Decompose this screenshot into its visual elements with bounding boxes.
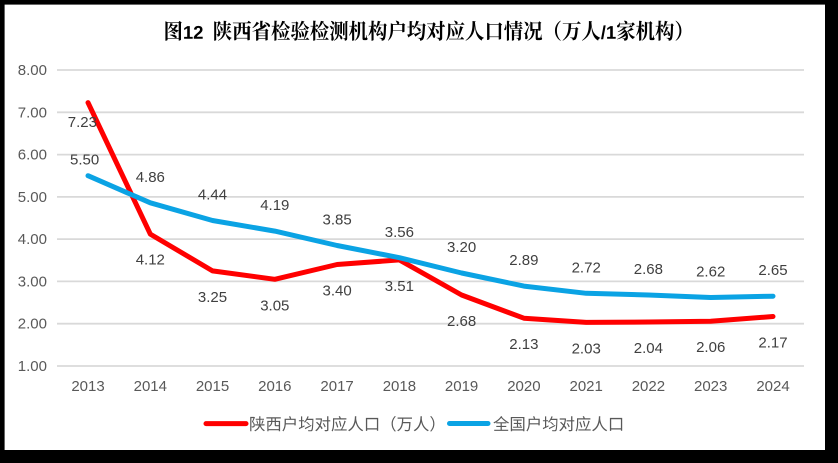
svg-text:2023: 2023 — [694, 378, 727, 395]
svg-text:2017: 2017 — [320, 378, 353, 395]
svg-text:3.20: 3.20 — [447, 239, 476, 256]
svg-text:3.05: 3.05 — [260, 297, 289, 314]
svg-text:2015: 2015 — [196, 378, 229, 395]
svg-text:3.25: 3.25 — [198, 289, 227, 306]
svg-text:2.62: 2.62 — [696, 264, 725, 281]
svg-text:2.13: 2.13 — [509, 336, 538, 353]
svg-text:2013: 2013 — [71, 378, 104, 395]
svg-text:5.00: 5.00 — [18, 189, 47, 206]
svg-text:2019: 2019 — [445, 378, 478, 395]
svg-text:2024: 2024 — [756, 378, 789, 395]
svg-text:2.04: 2.04 — [634, 340, 663, 357]
svg-text:8.00: 8.00 — [18, 62, 47, 79]
svg-text:2020: 2020 — [507, 378, 540, 395]
svg-text:4.12: 4.12 — [136, 252, 165, 269]
svg-text:2022: 2022 — [632, 378, 665, 395]
svg-text:2.06: 2.06 — [696, 339, 725, 356]
svg-text:2.68: 2.68 — [634, 261, 663, 278]
svg-text:4.00: 4.00 — [18, 231, 47, 248]
svg-text:4.19: 4.19 — [260, 197, 289, 214]
svg-text:2014: 2014 — [134, 378, 167, 395]
svg-text:4.86: 4.86 — [136, 169, 165, 186]
svg-text:3.51: 3.51 — [385, 278, 414, 295]
svg-text:3.56: 3.56 — [385, 224, 414, 241]
svg-text:2.03: 2.03 — [572, 341, 601, 358]
svg-text:3.00: 3.00 — [18, 273, 47, 290]
svg-text:2.17: 2.17 — [758, 335, 787, 352]
svg-text:2.00: 2.00 — [18, 316, 47, 333]
svg-text:3.85: 3.85 — [322, 212, 351, 229]
svg-text:3.40: 3.40 — [322, 283, 351, 300]
svg-text:6.00: 6.00 — [18, 147, 47, 164]
svg-text:2.72: 2.72 — [572, 259, 601, 276]
svg-text:2021: 2021 — [570, 378, 603, 395]
svg-text:2016: 2016 — [258, 378, 291, 395]
svg-text:7.00: 7.00 — [18, 104, 47, 121]
svg-text:2.68: 2.68 — [447, 313, 476, 330]
svg-text:4.44: 4.44 — [198, 187, 227, 204]
svg-text:2.65: 2.65 — [758, 262, 787, 279]
svg-text:2018: 2018 — [383, 378, 416, 395]
svg-text:7.23: 7.23 — [68, 114, 97, 131]
svg-text:2.89: 2.89 — [509, 252, 538, 269]
svg-text:5.50: 5.50 — [70, 152, 99, 169]
svg-text:1.00: 1.00 — [18, 358, 47, 375]
